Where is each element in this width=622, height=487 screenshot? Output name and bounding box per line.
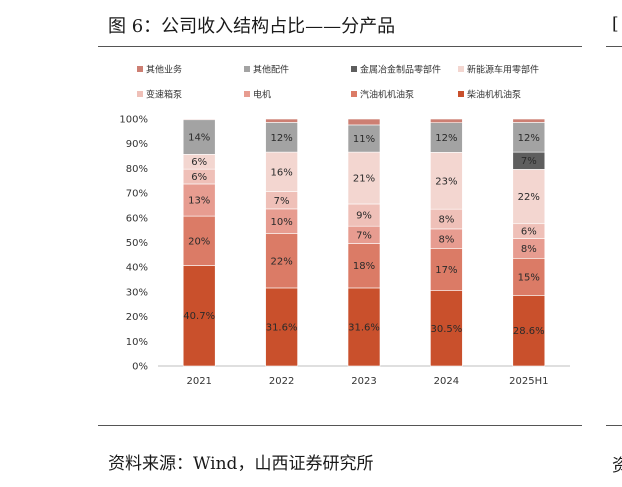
data-label: 31.6% <box>266 322 298 333</box>
data-label: 12% <box>435 133 457 144</box>
y-tick-label: 40% <box>126 263 148 274</box>
cropped-neighbor-source-glyph: 资 <box>612 456 622 476</box>
data-label: 16% <box>270 167 292 178</box>
data-label: 7% <box>274 196 290 207</box>
bar-segment <box>430 248 463 291</box>
y-tick-label: 20% <box>126 312 148 323</box>
bar-segment <box>430 122 463 153</box>
data-label: 6% <box>191 157 207 168</box>
source-note: 资料来源：Wind，山西证券研究所 <box>108 454 374 474</box>
bar-segment <box>265 233 298 289</box>
legend-label: 金属冶金制品零部件 <box>360 64 441 76</box>
bar-segment <box>347 287 381 367</box>
right-edge-rule-top <box>606 46 622 47</box>
legend-label: 柴油机机油泵 <box>467 89 521 101</box>
legend-swatch <box>351 91 357 97</box>
data-label: 9% <box>356 211 372 222</box>
right-edge-rule-bottom <box>606 425 622 426</box>
bar-segment <box>512 122 546 153</box>
bar-segment <box>182 265 216 367</box>
data-label: 31.6% <box>348 322 380 333</box>
y-tick-label: 50% <box>126 238 148 249</box>
x-tick-label: 2023 <box>351 376 376 387</box>
bar-segment <box>265 118 298 123</box>
x-tick-label: 2025H1 <box>509 376 548 387</box>
bar-segment <box>512 295 546 367</box>
data-label: 8% <box>438 234 454 245</box>
legend-swatch <box>244 91 250 97</box>
bar-segment <box>512 169 546 225</box>
data-label: 22% <box>518 192 540 203</box>
data-label: 14% <box>188 133 210 144</box>
data-label: 8% <box>438 215 454 226</box>
legend-label: 新能源车用零部件 <box>467 64 539 76</box>
bar-segment <box>512 118 546 123</box>
bar-segment <box>265 208 298 234</box>
data-label: 7% <box>356 230 372 241</box>
legend-swatch <box>137 91 143 97</box>
legend-label: 变速箱泵 <box>146 89 182 101</box>
legend-swatch <box>458 91 464 97</box>
data-label: 13% <box>188 196 210 207</box>
bar-segment <box>430 290 463 367</box>
source-rule <box>98 425 582 426</box>
title-rule <box>98 46 582 47</box>
x-tick-label: 2021 <box>186 376 211 387</box>
data-label: 21% <box>353 174 375 185</box>
data-label: 6% <box>521 227 537 238</box>
legend-swatch <box>137 66 143 72</box>
data-label: 30.5% <box>431 324 463 335</box>
data-label: 10% <box>270 217 292 228</box>
bar-segment <box>347 118 381 126</box>
data-label: 8% <box>521 244 537 255</box>
y-tick-label: 90% <box>126 139 148 150</box>
legend-label: 其他业务 <box>146 64 182 76</box>
bar-segment <box>430 118 463 124</box>
figure-title: 图 6：公司收入结构占比——分产品 <box>108 16 396 37</box>
y-tick-label: 60% <box>126 213 148 224</box>
data-label: 7% <box>521 156 537 167</box>
cropped-neighbor-title-glyph: [ <box>612 14 619 34</box>
data-label: 17% <box>435 265 457 276</box>
legend-label: 汽油机机油泵 <box>360 89 414 101</box>
data-label: 22% <box>270 256 292 267</box>
y-tick-label: 0% <box>132 362 148 373</box>
y-tick-label: 70% <box>126 189 148 200</box>
y-tick-label: 30% <box>126 287 148 298</box>
bar-segment <box>182 119 216 155</box>
data-label: 12% <box>518 133 540 144</box>
bar-segment <box>512 258 546 296</box>
legend-swatch <box>244 66 250 72</box>
data-label: 12% <box>270 133 292 144</box>
bar-segment <box>182 215 216 266</box>
bar-segment <box>265 122 298 153</box>
bar-segment <box>182 183 216 217</box>
data-label: 18% <box>353 261 375 272</box>
y-tick-label: 100% <box>119 115 148 126</box>
data-label: 28.6% <box>513 326 545 337</box>
y-tick-label: 10% <box>126 337 148 348</box>
data-label: 6% <box>191 172 207 183</box>
bar-segment <box>347 243 381 289</box>
legend-label: 其他配件 <box>253 64 289 76</box>
legend-swatch <box>458 66 464 72</box>
bar-segment <box>182 118 216 121</box>
y-tick-label: 80% <box>126 164 148 175</box>
x-tick-label: 2024 <box>434 376 459 387</box>
x-tick-label: 2022 <box>269 376 294 387</box>
data-label: 40.7% <box>183 311 215 322</box>
legend-label: 电机 <box>253 89 271 101</box>
bar-segment <box>265 287 298 367</box>
legend-swatch <box>351 66 357 72</box>
data-label: 23% <box>435 176 457 187</box>
data-label: 15% <box>518 272 540 283</box>
data-label: 11% <box>353 134 375 145</box>
data-label: 20% <box>188 236 210 247</box>
